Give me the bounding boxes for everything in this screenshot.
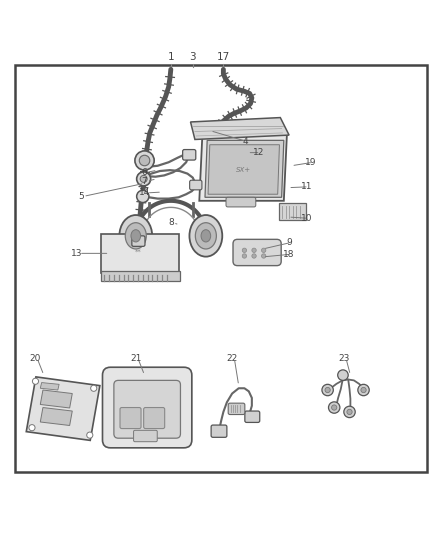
FancyBboxPatch shape xyxy=(245,411,260,423)
Circle shape xyxy=(328,402,340,413)
Text: 14: 14 xyxy=(139,189,150,197)
Ellipse shape xyxy=(131,230,141,242)
Circle shape xyxy=(332,405,337,410)
Text: 22: 22 xyxy=(226,354,238,363)
Circle shape xyxy=(140,175,147,182)
Text: 7: 7 xyxy=(141,176,148,185)
Text: 13: 13 xyxy=(71,249,82,258)
Text: 3: 3 xyxy=(189,52,196,61)
FancyBboxPatch shape xyxy=(102,367,192,448)
Circle shape xyxy=(139,155,150,166)
Ellipse shape xyxy=(189,215,223,257)
Polygon shape xyxy=(208,145,279,194)
FancyBboxPatch shape xyxy=(132,236,145,246)
Circle shape xyxy=(261,254,266,258)
Polygon shape xyxy=(205,140,284,197)
Circle shape xyxy=(344,406,355,418)
Text: 8: 8 xyxy=(168,218,174,227)
Polygon shape xyxy=(40,390,72,408)
Circle shape xyxy=(242,254,247,258)
Text: SX+: SX+ xyxy=(236,167,251,173)
Polygon shape xyxy=(40,408,72,425)
FancyBboxPatch shape xyxy=(279,204,306,220)
Circle shape xyxy=(322,384,333,395)
FancyBboxPatch shape xyxy=(120,408,141,429)
FancyBboxPatch shape xyxy=(190,180,202,190)
Text: 4: 4 xyxy=(243,137,248,146)
Ellipse shape xyxy=(119,215,152,257)
Circle shape xyxy=(252,254,256,258)
Circle shape xyxy=(135,151,154,170)
Text: 20: 20 xyxy=(29,354,41,363)
Text: 5: 5 xyxy=(78,192,84,201)
Circle shape xyxy=(29,425,35,431)
Ellipse shape xyxy=(201,230,211,242)
Circle shape xyxy=(358,384,369,395)
Text: 1: 1 xyxy=(167,52,174,61)
Text: 11: 11 xyxy=(301,182,312,191)
Text: 23: 23 xyxy=(338,354,350,363)
Polygon shape xyxy=(26,377,100,440)
Circle shape xyxy=(361,387,366,393)
Text: 17: 17 xyxy=(217,52,230,61)
FancyBboxPatch shape xyxy=(226,197,256,207)
Polygon shape xyxy=(191,118,289,140)
Circle shape xyxy=(242,248,247,253)
FancyBboxPatch shape xyxy=(233,239,281,265)
Circle shape xyxy=(87,432,93,438)
Circle shape xyxy=(252,248,256,253)
FancyBboxPatch shape xyxy=(134,430,157,442)
FancyBboxPatch shape xyxy=(15,65,427,472)
Polygon shape xyxy=(40,383,59,390)
Circle shape xyxy=(261,248,266,253)
Ellipse shape xyxy=(195,223,216,249)
FancyBboxPatch shape xyxy=(144,408,165,429)
FancyBboxPatch shape xyxy=(101,271,180,280)
Text: 6: 6 xyxy=(141,168,148,177)
Text: 21: 21 xyxy=(130,354,141,363)
FancyBboxPatch shape xyxy=(211,425,227,437)
Circle shape xyxy=(137,172,151,186)
Text: 9: 9 xyxy=(286,238,292,247)
Circle shape xyxy=(338,370,348,381)
Text: **: ** xyxy=(134,249,141,255)
Circle shape xyxy=(91,385,97,391)
Circle shape xyxy=(325,387,330,393)
Circle shape xyxy=(32,378,39,384)
FancyBboxPatch shape xyxy=(114,381,180,438)
FancyBboxPatch shape xyxy=(183,150,196,160)
Circle shape xyxy=(137,190,149,203)
Text: 19: 19 xyxy=(305,158,317,167)
Text: 10: 10 xyxy=(301,214,312,223)
Text: 12: 12 xyxy=(253,148,264,157)
FancyBboxPatch shape xyxy=(101,234,179,273)
Circle shape xyxy=(347,409,352,415)
FancyBboxPatch shape xyxy=(228,403,245,415)
Ellipse shape xyxy=(125,223,146,249)
Polygon shape xyxy=(199,135,287,201)
Text: 18: 18 xyxy=(283,250,295,259)
